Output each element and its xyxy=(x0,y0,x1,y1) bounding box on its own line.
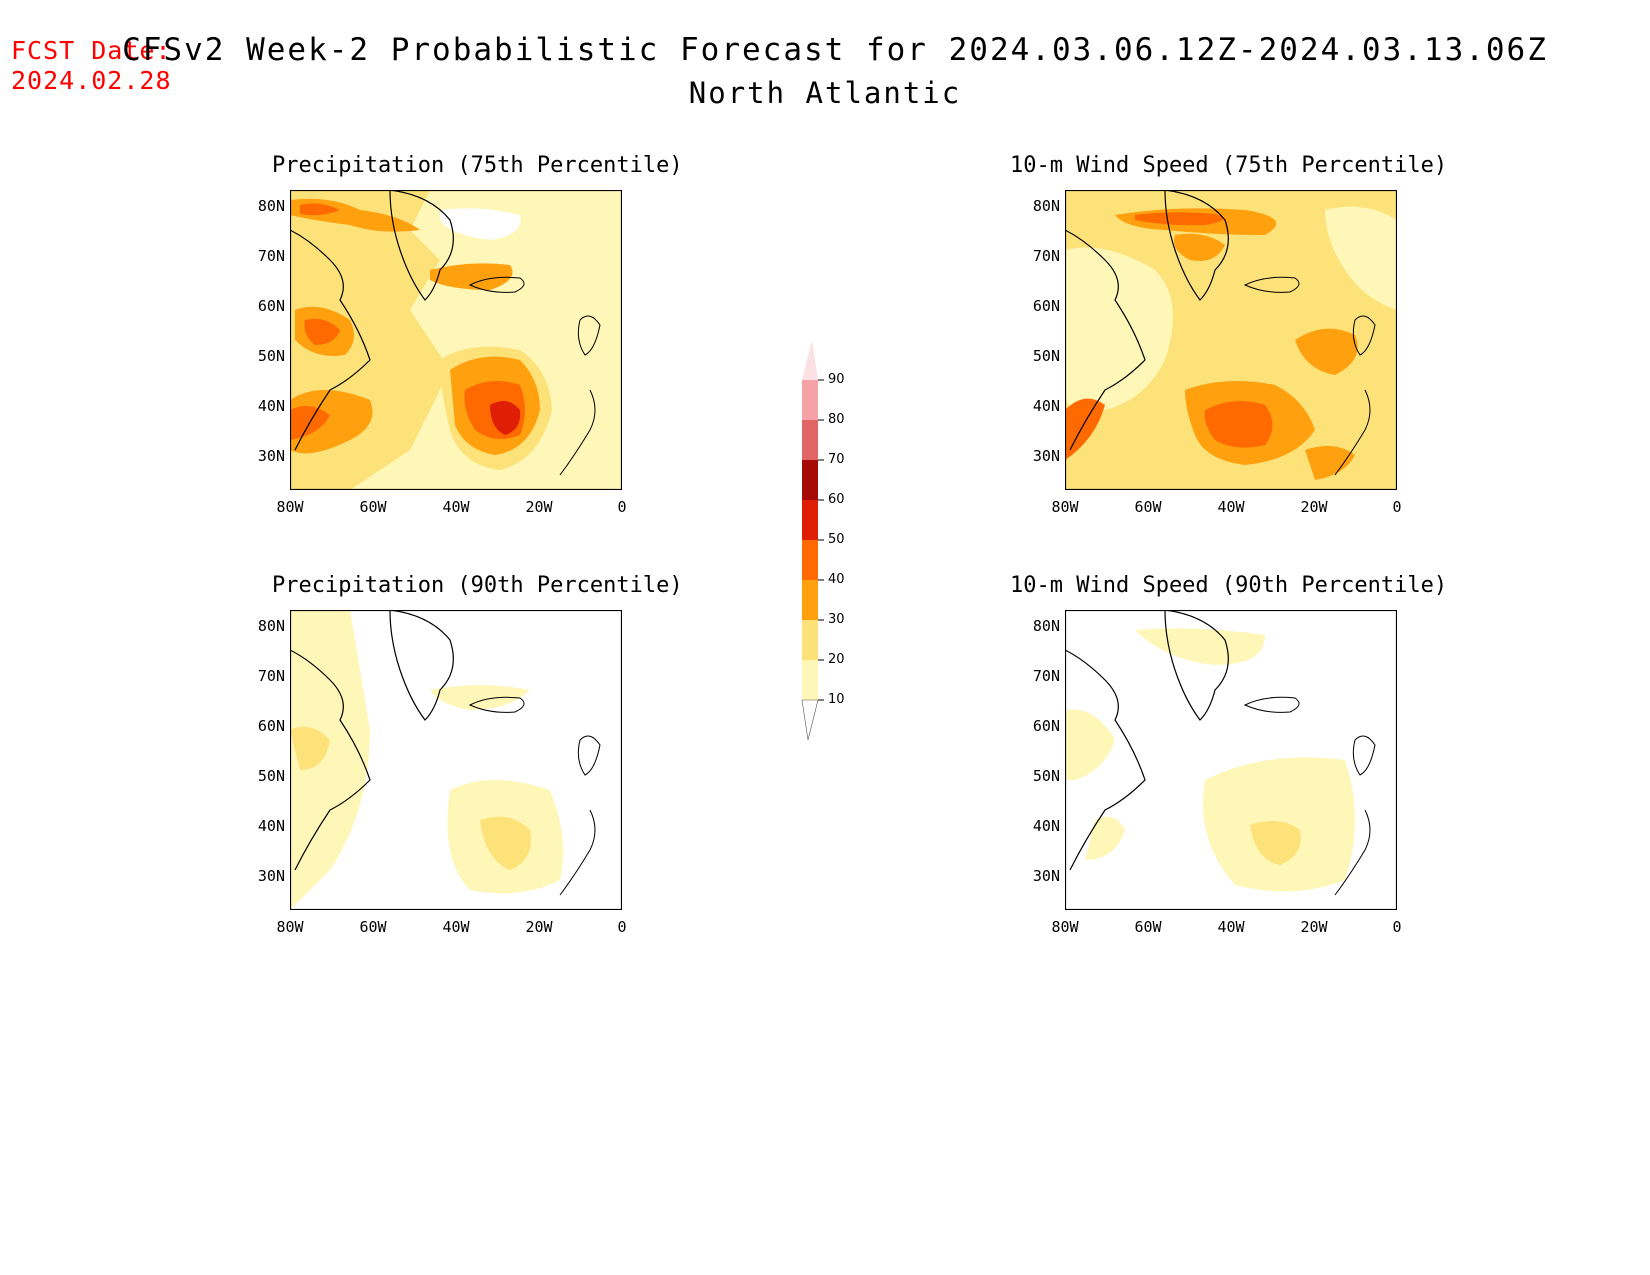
colorbar-tick-label: 10 xyxy=(828,692,845,707)
colorbar xyxy=(800,330,840,754)
page-title: CFSv2 Week-2 Probabilistic Forecast for … xyxy=(122,32,1548,68)
y-tick-label: 40N xyxy=(257,397,285,415)
x-tick-label: 40W xyxy=(1217,918,1245,936)
x-tick-label: 80W xyxy=(276,498,304,516)
region-subtitle: North Atlantic xyxy=(688,76,962,110)
y-tick-label: 30N xyxy=(1032,867,1060,885)
colorbar-tick-label: 80 xyxy=(828,412,845,427)
colorbar-segment xyxy=(802,420,818,460)
x-tick-label: 60W xyxy=(1134,498,1162,516)
x-tick-label: 20W xyxy=(525,918,553,936)
colorbar-tick-label: 30 xyxy=(828,612,845,627)
x-tick-label: 20W xyxy=(525,498,553,516)
x-tick-label: 60W xyxy=(1134,918,1162,936)
y-tick-label: 40N xyxy=(1032,397,1060,415)
colorbar-tick-label: 60 xyxy=(828,492,845,507)
panel-title-precip-75: Precipitation (75th Percentile) xyxy=(272,153,683,178)
fcst-date-caption: FCST Date: xyxy=(11,36,172,65)
x-tick-label: 40W xyxy=(442,918,470,936)
forecast-date-label: FCST Date: 2024.02.28 xyxy=(11,36,172,96)
colorbar-tick-label: 90 xyxy=(828,372,845,387)
x-tick-label: 60W xyxy=(359,498,387,516)
y-tick-label: 80N xyxy=(257,197,285,215)
x-tick-label: 0 xyxy=(617,498,627,516)
colorbar-segment xyxy=(802,460,818,500)
y-tick-label: 40N xyxy=(257,817,285,835)
y-tick-label: 60N xyxy=(1032,297,1060,315)
y-tick-label: 30N xyxy=(257,447,285,465)
y-tick-label: 80N xyxy=(1032,197,1060,215)
panel-title-wind-75: 10-m Wind Speed (75th Percentile) xyxy=(1010,153,1448,178)
y-tick-label: 30N xyxy=(1032,447,1060,465)
x-tick-label: 0 xyxy=(1392,498,1402,516)
x-tick-label: 80W xyxy=(1051,498,1079,516)
colorbar-tick-label: 40 xyxy=(828,572,845,587)
colorbar-segment xyxy=(802,540,818,580)
y-tick-label: 70N xyxy=(257,667,285,685)
panel-title-precip-90: Precipitation (90th Percentile) xyxy=(272,573,683,598)
x-tick-label: 0 xyxy=(1392,918,1402,936)
colorbar-tick-label: 20 xyxy=(828,652,845,667)
y-tick-label: 50N xyxy=(257,347,285,365)
y-tick-label: 70N xyxy=(1032,667,1060,685)
y-tick-label: 50N xyxy=(257,767,285,785)
y-tick-label: 70N xyxy=(1032,247,1060,265)
colorbar-tick-label: 50 xyxy=(828,532,845,547)
x-tick-label: 0 xyxy=(617,918,627,936)
colorbar-segment xyxy=(802,580,818,620)
y-tick-label: 60N xyxy=(257,297,285,315)
map-wind-90 xyxy=(1065,610,1397,910)
colorbar-svg xyxy=(801,340,824,741)
fcst-date-value: 2024.02.28 xyxy=(11,66,172,95)
x-tick-label: 20W xyxy=(1300,498,1328,516)
panel-title-wind-90: 10-m Wind Speed (90th Percentile) xyxy=(1010,573,1448,598)
colorbar-top-extension xyxy=(802,340,818,380)
map-precip-90 xyxy=(290,610,622,910)
map-precip-75 xyxy=(290,190,622,490)
y-tick-label: 80N xyxy=(1032,617,1060,635)
x-tick-label: 40W xyxy=(442,498,470,516)
y-tick-label: 50N xyxy=(1032,347,1060,365)
colorbar-bottom-extension xyxy=(801,699,819,741)
y-tick-label: 60N xyxy=(1032,717,1060,735)
colorbar-segment xyxy=(802,500,818,540)
x-tick-label: 20W xyxy=(1300,918,1328,936)
colorbar-segment xyxy=(802,380,818,420)
y-tick-label: 80N xyxy=(257,617,285,635)
y-tick-label: 30N xyxy=(257,867,285,885)
colorbar-segment xyxy=(802,620,818,660)
map-wind-75 xyxy=(1065,190,1397,490)
y-tick-label: 50N xyxy=(1032,767,1060,785)
x-tick-label: 80W xyxy=(1051,918,1079,936)
y-tick-label: 60N xyxy=(257,717,285,735)
y-tick-label: 70N xyxy=(257,247,285,265)
x-tick-label: 60W xyxy=(359,918,387,936)
x-tick-label: 80W xyxy=(276,918,304,936)
y-tick-label: 40N xyxy=(1032,817,1060,835)
colorbar-tick-label: 70 xyxy=(828,452,845,467)
colorbar-segment xyxy=(802,660,818,700)
x-tick-label: 40W xyxy=(1217,498,1245,516)
